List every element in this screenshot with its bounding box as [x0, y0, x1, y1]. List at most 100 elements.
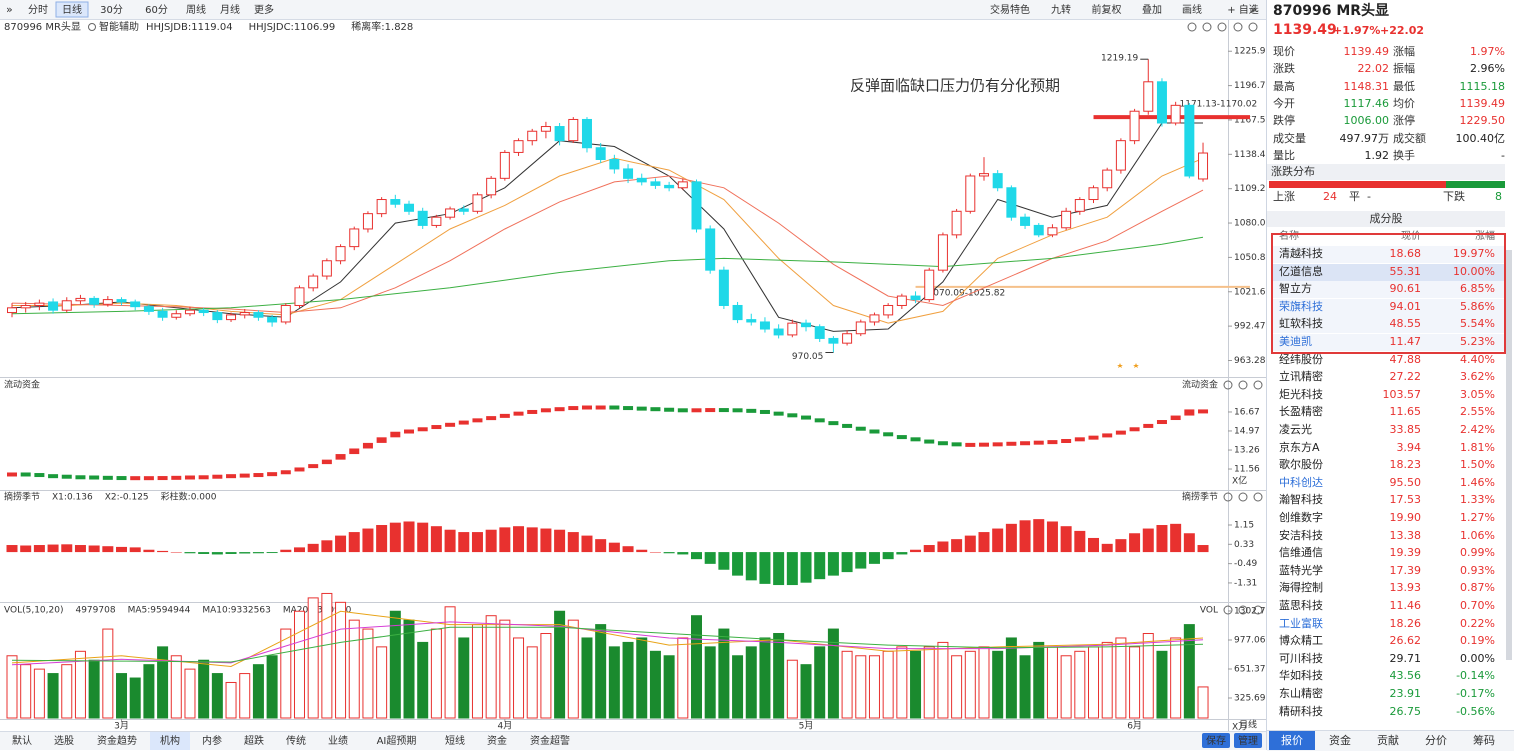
- tool-button[interactable]: + 自选: [1227, 3, 1259, 16]
- quote-tab[interactable]: 报价: [1269, 731, 1315, 750]
- indicator-bar: [951, 539, 963, 553]
- action-button[interactable]: 保存: [1206, 734, 1226, 747]
- period-button[interactable]: 分时: [28, 4, 48, 16]
- y-tick-label: 963.28: [1234, 356, 1266, 366]
- volume-bar: [1142, 633, 1154, 719]
- y-tick-label: 11.56: [1234, 465, 1260, 475]
- volume-bar: [622, 641, 634, 719]
- icon[interactable]: [1202, 22, 1212, 32]
- component-name[interactable]: 经纬股份: [1279, 352, 1323, 366]
- tool-button[interactable]: 前复权: [1092, 3, 1122, 16]
- bottom-tab[interactable]: 资金超警: [530, 734, 570, 747]
- icon[interactable]: [1223, 380, 1233, 390]
- indicator-bar: [923, 545, 935, 553]
- bottom-tab[interactable]: 资金: [487, 734, 507, 747]
- quote-value: 1117.46: [1343, 96, 1390, 110]
- bottom-tab[interactable]: 业绩: [328, 734, 348, 747]
- component-name[interactable]: 可川科技: [1279, 651, 1323, 665]
- period-button[interactable]: 日线: [62, 3, 82, 16]
- icon[interactable]: [1253, 492, 1263, 502]
- action-button[interactable]: 管理: [1238, 734, 1258, 747]
- component-name[interactable]: 长盈精密: [1279, 405, 1323, 419]
- component-name[interactable]: 炬光科技: [1279, 387, 1323, 401]
- component-name[interactable]: 京东方A: [1279, 440, 1320, 454]
- icon[interactable]: [1253, 380, 1263, 390]
- component-name[interactable]: 中科创达: [1279, 475, 1323, 489]
- component-name[interactable]: 智立方: [1279, 282, 1312, 296]
- component-name[interactable]: 蓝思科技: [1279, 599, 1323, 612]
- candle-body: [718, 269, 729, 306]
- tool-button[interactable]: 画线: [1182, 3, 1202, 16]
- component-name[interactable]: 信维通信: [1279, 546, 1323, 560]
- component-name[interactable]: 创维数字: [1279, 511, 1323, 524]
- component-name[interactable]: 华如科技: [1279, 669, 1323, 683]
- icon[interactable]: [1223, 605, 1233, 615]
- y-tick-label: 1.15: [1234, 521, 1254, 531]
- icon[interactable]: [1187, 22, 1197, 32]
- expand-icon[interactable]: »: [1250, 3, 1257, 16]
- tool-button[interactable]: 叠加: [1142, 4, 1162, 16]
- flow-bar: [595, 405, 606, 410]
- candle-body: [636, 177, 647, 183]
- bottom-tab[interactable]: AI超预期: [377, 734, 417, 747]
- quote-tab[interactable]: 分价: [1425, 734, 1447, 747]
- quote-tab[interactable]: 资金: [1329, 734, 1351, 747]
- period-button[interactable]: 周线: [186, 3, 206, 16]
- quote-tab[interactable]: 筹码: [1473, 734, 1495, 747]
- icon[interactable]: [1238, 380, 1248, 390]
- component-price: 13.93: [1389, 581, 1422, 595]
- component-name[interactable]: 清越科技: [1279, 247, 1323, 260]
- flow-bar: [965, 442, 976, 447]
- collapse-icon[interactable]: »: [6, 3, 13, 16]
- row-bg: [1271, 334, 1504, 351]
- scrollbar[interactable]: [1506, 250, 1512, 660]
- icon[interactable]: [1238, 605, 1248, 615]
- component-name[interactable]: 博众精工: [1279, 634, 1323, 648]
- icon[interactable]: [1253, 605, 1263, 615]
- icon[interactable]: [1238, 492, 1248, 502]
- component-name[interactable]: 东山精密: [1279, 687, 1323, 700]
- component-name[interactable]: 瀚智科技: [1279, 493, 1323, 507]
- period-button[interactable]: 60分: [145, 4, 168, 16]
- candle-body: [75, 297, 86, 302]
- bottom-tab[interactable]: 资金趋势: [97, 734, 137, 747]
- component-name[interactable]: 立讯精密: [1279, 370, 1323, 384]
- component-name[interactable]: 凌云光: [1279, 423, 1312, 436]
- icon[interactable]: [1223, 492, 1233, 502]
- icon[interactable]: [1217, 22, 1227, 32]
- component-name[interactable]: 虹软科技: [1279, 317, 1323, 331]
- tool-button[interactable]: 交易特色: [990, 3, 1030, 16]
- component-change: 0.22%: [1460, 616, 1495, 630]
- y-tick-label: 325.69: [1234, 693, 1266, 703]
- volume-bar: [198, 659, 210, 719]
- component-name[interactable]: 荣旗科技: [1279, 299, 1323, 313]
- component-name[interactable]: 歌尔股份: [1279, 458, 1323, 472]
- component-name[interactable]: 精研科技: [1279, 704, 1323, 718]
- indicator-bar: [581, 535, 593, 553]
- component-name[interactable]: 美迪凯: [1279, 335, 1312, 348]
- icon[interactable]: [1248, 22, 1258, 32]
- bottom-tab[interactable]: 机构: [160, 734, 180, 747]
- quote-tab[interactable]: 贡献: [1377, 734, 1399, 747]
- period-button[interactable]: 30分: [100, 4, 123, 16]
- bottom-tab[interactable]: 短线: [445, 734, 465, 747]
- component-name[interactable]: 蓝特光学: [1279, 563, 1323, 577]
- component-name[interactable]: 安洁科技: [1279, 528, 1323, 542]
- bottom-tab[interactable]: 超跌: [244, 734, 264, 747]
- assist-label: 智能辅助: [99, 20, 139, 33]
- tool-button[interactable]: 九转: [1051, 3, 1071, 16]
- y-tick-label: -1.31: [1234, 578, 1257, 588]
- component-name[interactable]: 亿道信息: [1279, 264, 1323, 278]
- component-name[interactable]: 工业富联: [1279, 616, 1323, 630]
- bottom-tab[interactable]: 默认: [12, 734, 32, 747]
- flow-bar: [1129, 427, 1140, 432]
- icon[interactable]: [1233, 22, 1243, 32]
- period-button[interactable]: 月线: [220, 3, 240, 16]
- component-change: 1.33%: [1460, 493, 1495, 507]
- flow-bar: [458, 420, 469, 425]
- component-name[interactable]: 海得控制: [1279, 581, 1323, 595]
- bottom-tab[interactable]: 选股: [54, 734, 74, 747]
- bottom-tab[interactable]: 内参: [202, 734, 222, 747]
- bottom-tab[interactable]: 传统: [286, 734, 306, 747]
- period-button[interactable]: 更多: [254, 3, 274, 16]
